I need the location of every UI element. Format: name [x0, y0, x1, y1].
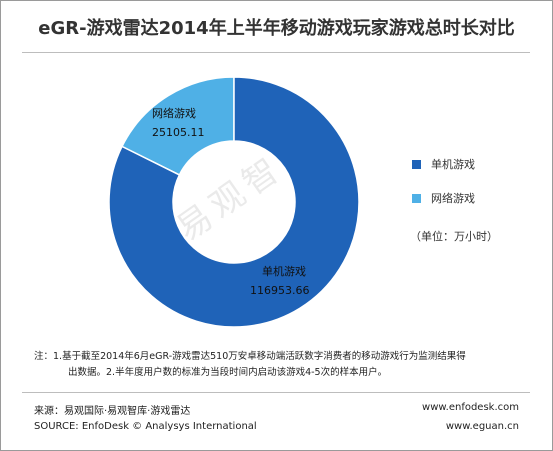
unit-label: （单位：万小时） [410, 230, 498, 243]
slice-label-standalone-name: 单机游戏 [262, 264, 306, 278]
slice-label-online-value: 25105.11 [152, 126, 205, 139]
source-cn: 来源：易观国际·易观智库·游戏雷达 [34, 406, 191, 417]
slice-label-standalone-value: 116953.66 [250, 284, 310, 297]
slice-standalone [108, 76, 360, 328]
site-enfodesk: www.enfodesk.com [422, 402, 519, 413]
site-eguan: www.eguan.cn [445, 421, 519, 432]
footnote-line-2: 出数据。2.半年度用户数的标准为当段时间内启动该游戏4-5次的样本用户。 [68, 367, 388, 378]
chart-title: eGR-游戏雷达2014年上半年移动游戏玩家游戏总时长对比 [38, 18, 515, 39]
legend-item-standalone: 单机游戏 [412, 156, 475, 172]
footnote-line-1: 注：1.基于截至2014年6月eGR-游戏雷达510万安卓移动端活跃数字消费者的… [34, 351, 466, 362]
legend-label-standalone: 单机游戏 [431, 158, 475, 171]
slice-labels: 网络游戏 25105.11 单机游戏 116953.66 [152, 106, 310, 297]
footnote: 注：1.基于截至2014年6月eGR-游戏雷达510万安卓移动端活跃数字消费者的… [34, 349, 534, 381]
legend-item-online: 网络游戏 [412, 190, 475, 206]
slice-label-online-name: 网络游戏 [152, 106, 196, 120]
legend-swatch-online [412, 193, 421, 203]
slices [108, 76, 360, 328]
source-en: SOURCE: EnfoDesk © Analysys Internationa… [34, 421, 257, 432]
legend-swatch-standalone [412, 159, 421, 169]
legend-label-online: 网络游戏 [431, 192, 475, 205]
legend: 单机游戏 网络游戏 [412, 156, 475, 224]
footer-divider [22, 392, 530, 393]
title-divider [22, 52, 530, 53]
